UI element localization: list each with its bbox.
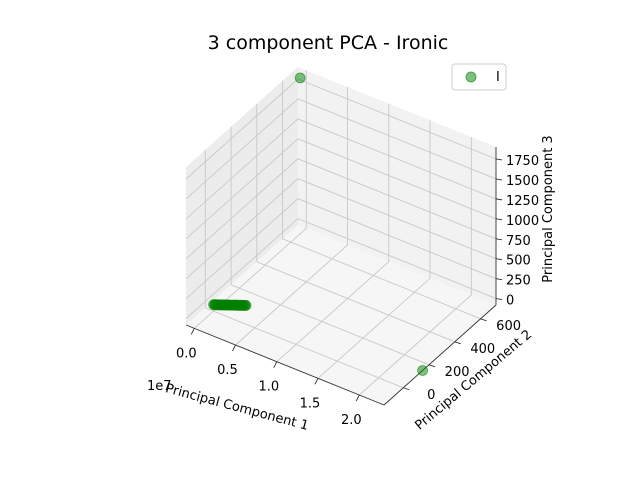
z-tick-mark [495, 198, 503, 201]
x-tick-label: 1.5 [300, 396, 321, 411]
z-tick-label: 750 [506, 234, 531, 249]
y-gridline [204, 149, 404, 389]
x-tick-mark [314, 378, 319, 385]
z-tick-mark [495, 298, 503, 301]
z-gridline [185, 198, 497, 300]
chart-title: 3 component PCA - Ironic [208, 32, 449, 54]
z-tick-mark [495, 218, 503, 221]
y-tick-mark [480, 318, 487, 322]
x-gridline [276, 103, 390, 363]
data-point [294, 72, 306, 84]
z-tick-label: 1000 [506, 214, 539, 229]
legend-box [451, 63, 507, 91]
y-gridline [282, 80, 481, 320]
legend-label: I [496, 70, 500, 85]
z-axis-label: Principal Component 3 [541, 135, 556, 282]
x-tick-label: 0.5 [217, 363, 238, 378]
y-tick-label: 0 [427, 388, 435, 403]
y-gridline [256, 103, 455, 343]
x-offset-label: 1e7 [147, 379, 172, 394]
x-gridline [235, 87, 348, 346]
z-tick-label: 0 [506, 294, 514, 309]
z-gridline [185, 98, 497, 200]
y-tick-label: 400 [470, 342, 495, 357]
x-tick-label: 2.0 [341, 413, 362, 428]
legend: I [451, 63, 507, 91]
x-gridline [194, 70, 307, 329]
y-gridline [230, 126, 430, 366]
x-tick-label: 1.0 [258, 380, 279, 395]
scatter-points [208, 72, 429, 376]
z-tick-label: 1750 [506, 154, 539, 169]
z-tick-label: 1250 [506, 194, 539, 209]
x-gridline [317, 120, 431, 379]
z-gridline [185, 158, 497, 260]
x-tick-label: 0.0 [176, 346, 197, 361]
left-pane [186, 67, 298, 325]
z-tick-mark [495, 258, 503, 261]
x-tick-mark [273, 361, 278, 368]
z-tick-mark [495, 238, 503, 241]
z-tick-label: 500 [506, 254, 531, 269]
data-point [417, 365, 429, 376]
legend-marker [465, 71, 477, 83]
x-axis-label: Principal Component 1 [164, 381, 310, 434]
x-axis-line [185, 324, 385, 406]
z-gridline [185, 218, 497, 319]
floor-pane [186, 225, 496, 405]
z-gridline [185, 118, 497, 220]
y-tick-label: 600 [496, 319, 521, 334]
y-tick-mark [454, 341, 461, 345]
z-gridline [185, 138, 497, 240]
z-tick-label: 250 [506, 274, 531, 289]
x-tick-mark [190, 328, 195, 335]
data-point [240, 299, 252, 311]
z-gridline [185, 178, 497, 280]
y-tick-mark [403, 387, 410, 391]
z-tick-mark [495, 178, 503, 181]
y-tick-mark [428, 364, 436, 368]
x-tick-mark [355, 394, 360, 402]
y-axis-line [383, 304, 497, 406]
z-tick-mark [495, 158, 503, 161]
gridlines [185, 70, 497, 396]
z-tick-mark [495, 278, 503, 281]
x-gridline [359, 137, 472, 396]
x-tick-mark [232, 344, 236, 352]
z-tick-label: 1500 [506, 174, 539, 189]
y-tick-label: 200 [445, 365, 470, 380]
